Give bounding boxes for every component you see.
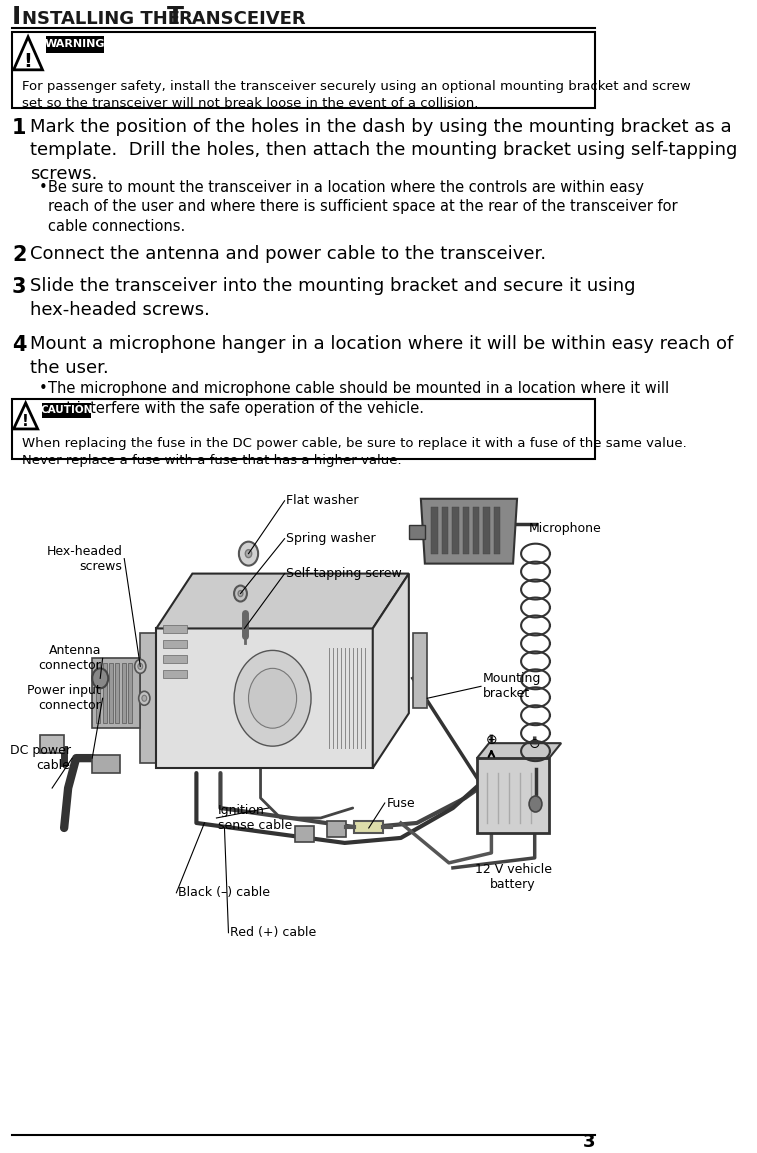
Text: Self-tapping screw: Self-tapping screw bbox=[286, 567, 402, 580]
Circle shape bbox=[234, 586, 247, 602]
Text: •: • bbox=[39, 380, 47, 397]
Bar bbox=[157, 628, 372, 768]
Bar bbox=[413, 633, 427, 708]
Text: Spring washer: Spring washer bbox=[286, 533, 375, 545]
Text: The microphone and microphone cable should be mounted in a location where it wil: The microphone and microphone cable shou… bbox=[48, 380, 669, 416]
Text: ⊖: ⊖ bbox=[529, 737, 540, 751]
Polygon shape bbox=[372, 573, 409, 768]
Bar bbox=[477, 759, 549, 832]
Text: I: I bbox=[12, 5, 21, 29]
Bar bbox=[463, 507, 469, 553]
Bar bbox=[96, 663, 100, 723]
Bar bbox=[40, 736, 64, 753]
Bar bbox=[354, 821, 383, 832]
Bar bbox=[494, 507, 500, 553]
Text: Red (+) cable: Red (+) cable bbox=[230, 926, 316, 940]
Text: Flat washer: Flat washer bbox=[286, 495, 359, 507]
Text: Hex-headed
screws: Hex-headed screws bbox=[47, 544, 123, 573]
Polygon shape bbox=[477, 744, 561, 759]
Text: 12 V vehicle
battery: 12 V vehicle battery bbox=[475, 862, 552, 891]
Text: Slide the transceiver into the mounting bracket and secure it using
hex-headed s: Slide the transceiver into the mounting … bbox=[30, 278, 636, 319]
Text: 3: 3 bbox=[12, 278, 26, 297]
Text: For passenger safety, install the transceiver securely using an optional mountin: For passenger safety, install the transc… bbox=[22, 80, 690, 111]
Text: ⊕: ⊕ bbox=[485, 733, 497, 747]
Bar bbox=[452, 507, 459, 553]
Bar bbox=[163, 625, 187, 633]
Circle shape bbox=[245, 550, 252, 558]
Text: RANSCEIVER: RANSCEIVER bbox=[178, 10, 306, 28]
Polygon shape bbox=[421, 499, 517, 564]
Bar bbox=[442, 507, 448, 553]
Polygon shape bbox=[157, 573, 409, 628]
Bar bbox=[92, 658, 140, 729]
Circle shape bbox=[92, 669, 108, 688]
Bar bbox=[140, 633, 157, 763]
Circle shape bbox=[248, 669, 297, 729]
Bar bbox=[484, 507, 490, 553]
Text: Mount a microphone hanger in a location where it will be within easy reach of
th: Mount a microphone hanger in a location … bbox=[30, 336, 734, 377]
Bar bbox=[103, 663, 107, 723]
Bar bbox=[163, 670, 187, 678]
Bar bbox=[409, 526, 425, 540]
Text: T: T bbox=[167, 5, 184, 29]
Bar bbox=[163, 640, 187, 648]
Bar bbox=[12, 32, 595, 107]
Text: Mark the position of the holes in the dash by using the mounting bracket as a
te: Mark the position of the holes in the da… bbox=[30, 118, 738, 183]
Circle shape bbox=[138, 663, 142, 670]
Text: !: ! bbox=[22, 414, 29, 429]
Polygon shape bbox=[14, 404, 38, 429]
Circle shape bbox=[529, 796, 542, 812]
Text: •: • bbox=[39, 180, 47, 195]
Bar bbox=[473, 507, 479, 553]
Circle shape bbox=[135, 660, 146, 673]
Text: Connect the antenna and power cable to the transceiver.: Connect the antenna and power cable to t… bbox=[30, 246, 547, 263]
Bar bbox=[163, 655, 187, 663]
Text: When replacing the fuse in the DC power cable, be sure to replace it with a fuse: When replacing the fuse in the DC power … bbox=[22, 437, 687, 467]
Bar bbox=[109, 663, 113, 723]
Bar bbox=[42, 404, 92, 419]
Text: Mounting
bracket: Mounting bracket bbox=[483, 672, 541, 700]
Text: Be sure to mount the transceiver in a location where the controls are within eas: Be sure to mount the transceiver in a lo… bbox=[48, 180, 678, 234]
Text: DC power
cable: DC power cable bbox=[10, 744, 70, 773]
Bar bbox=[295, 826, 314, 842]
Text: Microphone: Microphone bbox=[529, 522, 602, 535]
Text: WARNING: WARNING bbox=[45, 39, 106, 50]
Text: Antenna
connector: Antenna connector bbox=[39, 645, 101, 672]
Text: 2: 2 bbox=[12, 246, 26, 265]
Text: CAUTION: CAUTION bbox=[40, 406, 92, 415]
Circle shape bbox=[142, 695, 147, 701]
Bar bbox=[128, 663, 132, 723]
Circle shape bbox=[238, 590, 243, 596]
Circle shape bbox=[239, 542, 258, 566]
Text: Black (–) cable: Black (–) cable bbox=[178, 887, 270, 899]
Text: Power input
connector: Power input connector bbox=[27, 684, 101, 713]
Circle shape bbox=[234, 650, 311, 746]
Text: 3: 3 bbox=[582, 1133, 595, 1151]
Text: Ignition
sense cable: Ignition sense cable bbox=[218, 804, 292, 832]
Bar bbox=[431, 507, 438, 553]
Bar bbox=[122, 663, 126, 723]
Text: 4: 4 bbox=[12, 336, 26, 355]
Text: !: ! bbox=[23, 52, 33, 71]
Bar bbox=[92, 755, 120, 774]
Text: NSTALLING THE: NSTALLING THE bbox=[22, 10, 186, 28]
Circle shape bbox=[139, 692, 150, 706]
Polygon shape bbox=[14, 37, 42, 70]
Text: 1: 1 bbox=[12, 118, 26, 137]
Bar bbox=[115, 663, 120, 723]
Bar bbox=[12, 399, 595, 459]
Bar bbox=[46, 36, 104, 53]
Bar bbox=[327, 821, 346, 837]
Text: Fuse: Fuse bbox=[386, 797, 415, 809]
